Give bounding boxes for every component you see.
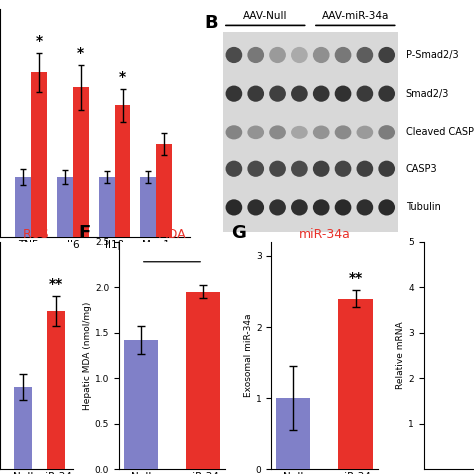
Text: CASP3: CASP3 [406, 164, 438, 174]
Ellipse shape [291, 47, 308, 63]
Bar [124, 340, 158, 469]
Text: *: * [119, 70, 126, 84]
Ellipse shape [226, 47, 242, 63]
Text: Smad2/3: Smad2/3 [406, 89, 449, 99]
Ellipse shape [378, 86, 395, 102]
Text: G: G [231, 224, 246, 242]
Ellipse shape [356, 200, 373, 216]
Bar [186, 292, 220, 469]
Ellipse shape [356, 161, 373, 177]
Bar [31, 73, 47, 237]
Text: P-Smad2/3: P-Smad2/3 [406, 50, 458, 60]
Ellipse shape [226, 161, 242, 177]
Ellipse shape [378, 125, 395, 139]
Text: AAV-miR-34a: AAV-miR-34a [322, 11, 389, 21]
Ellipse shape [269, 125, 286, 139]
Ellipse shape [247, 200, 264, 216]
Title: miR-34a: miR-34a [299, 228, 350, 241]
Ellipse shape [335, 200, 351, 216]
Ellipse shape [247, 161, 264, 177]
Ellipse shape [378, 161, 395, 177]
Ellipse shape [291, 86, 308, 102]
Ellipse shape [269, 200, 286, 216]
Ellipse shape [269, 161, 286, 177]
Bar [115, 105, 130, 237]
Ellipse shape [226, 86, 242, 102]
Title: ROS: ROS [23, 228, 50, 241]
Ellipse shape [335, 125, 351, 139]
Text: F: F [79, 224, 91, 242]
Bar [276, 398, 310, 469]
Bar [73, 87, 89, 237]
Ellipse shape [356, 126, 373, 139]
Bar [14, 387, 32, 474]
Text: *: * [36, 35, 43, 48]
Ellipse shape [269, 47, 286, 63]
Text: **: ** [49, 277, 64, 291]
Ellipse shape [313, 47, 329, 63]
Bar [16, 177, 31, 237]
Y-axis label: Relative mRNA: Relative mRNA [396, 322, 405, 389]
Ellipse shape [269, 86, 286, 102]
Bar [99, 177, 115, 237]
Ellipse shape [335, 161, 351, 177]
Bar [57, 177, 73, 237]
Ellipse shape [313, 200, 329, 216]
Ellipse shape [247, 126, 264, 139]
Ellipse shape [335, 86, 351, 102]
Bar [223, 32, 398, 232]
Ellipse shape [291, 161, 308, 177]
Bar [140, 177, 156, 237]
Bar [156, 144, 172, 237]
Text: *: * [77, 46, 84, 60]
Title: MDA: MDA [158, 228, 186, 241]
Text: Cleaved CASP: Cleaved CASP [406, 128, 474, 137]
Ellipse shape [226, 200, 242, 216]
Y-axis label: Exosomal miR-34a: Exosomal miR-34a [244, 314, 253, 397]
Ellipse shape [247, 86, 264, 102]
Ellipse shape [291, 200, 308, 216]
Ellipse shape [378, 47, 395, 63]
Ellipse shape [313, 161, 329, 177]
Bar [338, 299, 373, 469]
Ellipse shape [247, 47, 264, 63]
Ellipse shape [356, 86, 373, 102]
Ellipse shape [335, 47, 351, 63]
Ellipse shape [356, 47, 373, 63]
Bar [47, 311, 65, 474]
Y-axis label: Hepatic MDA (nmol/mg): Hepatic MDA (nmol/mg) [83, 301, 92, 410]
Text: Tubulin: Tubulin [406, 202, 441, 212]
Ellipse shape [378, 200, 395, 216]
Ellipse shape [291, 126, 308, 139]
Text: **: ** [348, 271, 363, 285]
Ellipse shape [226, 125, 242, 139]
Ellipse shape [313, 86, 329, 102]
Text: B: B [204, 14, 218, 32]
Ellipse shape [313, 126, 329, 139]
Text: AAV-Null: AAV-Null [243, 11, 288, 21]
